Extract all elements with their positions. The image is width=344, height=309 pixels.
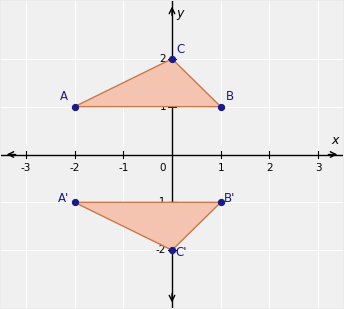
Text: y: y [176, 7, 183, 20]
Text: C: C [177, 43, 185, 57]
Point [218, 200, 224, 205]
Text: -2: -2 [156, 245, 166, 255]
Text: 1: 1 [160, 102, 166, 112]
Text: A: A [60, 90, 68, 103]
Text: -1: -1 [118, 163, 128, 173]
Text: 2: 2 [266, 163, 273, 173]
Polygon shape [75, 202, 221, 250]
Point [169, 248, 175, 253]
Text: -2: -2 [69, 163, 80, 173]
Text: B: B [225, 90, 234, 103]
Text: A': A' [58, 192, 69, 205]
Text: x: x [331, 134, 339, 147]
Point [218, 104, 224, 109]
Point [169, 56, 175, 61]
Point [72, 200, 77, 205]
Text: C': C' [175, 246, 186, 259]
Text: B': B' [224, 192, 235, 205]
Point [72, 104, 77, 109]
Text: -3: -3 [21, 163, 31, 173]
Text: 0: 0 [160, 163, 166, 173]
Text: 2: 2 [160, 54, 166, 64]
Text: -1: -1 [156, 197, 166, 207]
Polygon shape [75, 59, 221, 107]
Text: 3: 3 [315, 163, 322, 173]
Text: 1: 1 [217, 163, 224, 173]
